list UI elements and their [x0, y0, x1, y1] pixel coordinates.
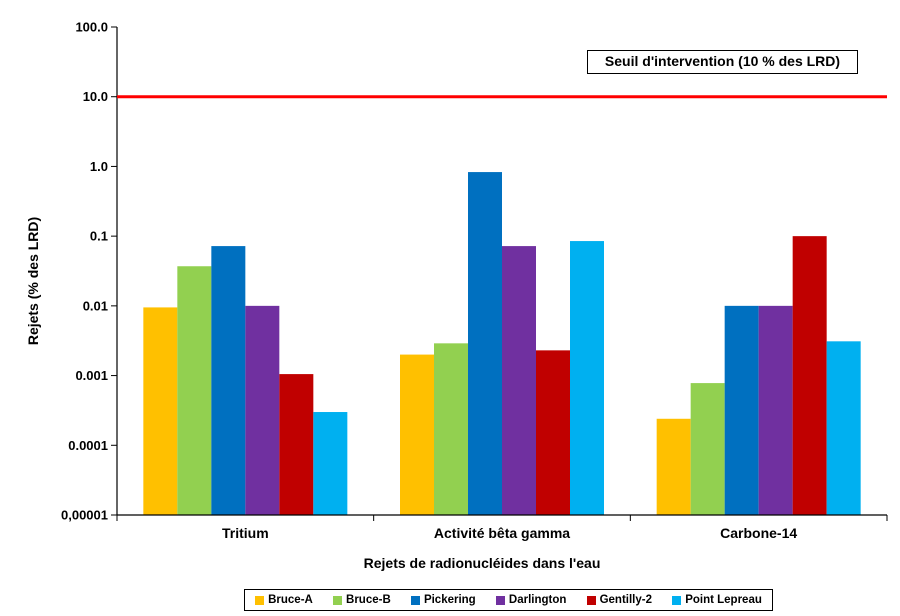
- legend-swatch: [410, 595, 420, 605]
- bar-darlington-3: [758, 305, 793, 515]
- labels-layer: Tritium Activité bêta gamma Carbone-14 100.…: [25, 20, 797, 572]
- x-axis-title: Rejets de radionucléides dans l'eau: [364, 555, 601, 571]
- legend-swatch: [672, 595, 682, 605]
- legend-item: Gentilly-2: [586, 594, 652, 606]
- x-tick-label: Carbone-14: [720, 525, 797, 541]
- bar-bruce-a-3: [656, 418, 691, 515]
- y-tick-label: 0.1: [90, 229, 108, 244]
- bar-darlington-1: [245, 305, 280, 515]
- bar-point-lepreau-1: [313, 412, 348, 515]
- legend-item: Pickering: [410, 594, 476, 606]
- bar-bruce-b-3: [690, 383, 725, 515]
- bar-pickering-1: [211, 246, 246, 516]
- legend-swatch: [495, 595, 505, 605]
- x-tick-label: Activité bêta gamma: [434, 525, 570, 541]
- bar-bruce-a-1: [143, 307, 178, 515]
- bar-gentilly-2-1: [279, 374, 314, 515]
- legend-label: Pickering: [423, 594, 476, 606]
- legend-label: Bruce-A: [268, 594, 313, 606]
- y-tick-label: 0.001: [75, 368, 108, 383]
- bar-point-lepreau-3: [826, 341, 861, 515]
- y-tick-label: 0.0001: [68, 438, 108, 453]
- bar-darlington-2: [502, 246, 536, 516]
- legend-label: Darlington: [508, 594, 567, 606]
- legend-swatch: [333, 595, 343, 605]
- legend-label: Bruce-B: [346, 594, 391, 606]
- legend-swatch: [586, 595, 596, 605]
- y-tick-label: 0.01: [83, 298, 108, 313]
- threshold-label: Seuil d'intervention (10 % des LRD): [587, 50, 858, 74]
- bar-pickering-3: [724, 305, 759, 515]
- y-axis-title: Rejets (% des LRD): [25, 217, 41, 345]
- bar-pickering-2: [468, 172, 502, 515]
- legend: Bruce-A Bruce-B Pickering Darlington Gentill…: [244, 589, 773, 611]
- x-tick-label: Tritium: [222, 525, 269, 541]
- y-tick-label: 1.0: [90, 159, 108, 174]
- legend-item: Bruce-B: [333, 594, 391, 606]
- y-tick-label: 10.0: [83, 89, 108, 104]
- bar-bruce-b-1: [177, 266, 212, 515]
- y-tick-label: 100.0: [75, 20, 108, 35]
- bars-layer: [143, 172, 861, 516]
- legend-label: Point Lepreau: [685, 594, 762, 606]
- legend-item: Darlington: [495, 594, 567, 606]
- legend-label: Gentilly-2: [599, 594, 652, 606]
- axes-layer: [111, 26, 888, 521]
- legend-swatch: [255, 595, 265, 605]
- bar-bruce-b-2: [434, 343, 468, 515]
- bar-bruce-a-2: [400, 354, 434, 515]
- bar-gentilly-2-2: [536, 350, 570, 515]
- bar-point-lepreau-2: [570, 241, 604, 516]
- bar-gentilly-2-3: [792, 236, 827, 515]
- y-tick-label: 0,00001: [61, 508, 108, 523]
- legend-item: Point Lepreau: [672, 594, 762, 606]
- legend-item: Bruce-A: [255, 594, 313, 606]
